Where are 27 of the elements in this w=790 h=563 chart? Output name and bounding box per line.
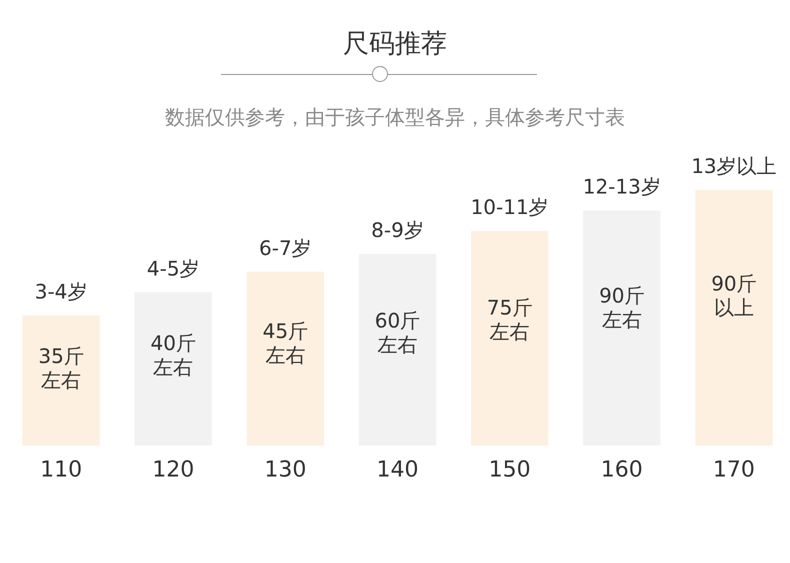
annotation: 10-11岁 [470,195,549,220]
annotation: 8-9岁 [371,218,424,242]
annotation: 35斤左右 [38,344,84,392]
bar [470,230,548,446]
bar [695,190,773,446]
annotation: 12-13岁 [582,174,661,199]
annotation: 90斤以上 [711,272,757,320]
chart-title: 尺码推荐 [342,28,448,61]
x-tick-label: 170 [712,458,755,483]
annotation: 6-7岁 [259,236,312,260]
x-tick-label: 140 [376,458,418,483]
bar [22,315,100,446]
annotation: 40斤左右 [150,330,196,379]
chart-subtitle: 数据仅供参考，由于孩子体型各异，具体参考尺寸表 [164,104,626,131]
annotation: 45斤左右 [262,318,308,367]
annotation: 60斤左右 [374,308,420,357]
x-tick-label: 110 [40,458,82,483]
x-tick-label: 130 [264,458,306,483]
annotation: 90斤左右 [599,283,645,332]
annotation: 3-4岁 [34,279,88,304]
x-tick-label: 150 [488,458,531,483]
x-tick-label: 160 [600,458,643,483]
bar [246,272,324,446]
annotation: 75斤左右 [486,295,532,344]
x-tick-label: 120 [152,458,194,483]
annotation: 13岁以上 [691,154,777,178]
annotation: 4-5岁 [146,256,200,280]
